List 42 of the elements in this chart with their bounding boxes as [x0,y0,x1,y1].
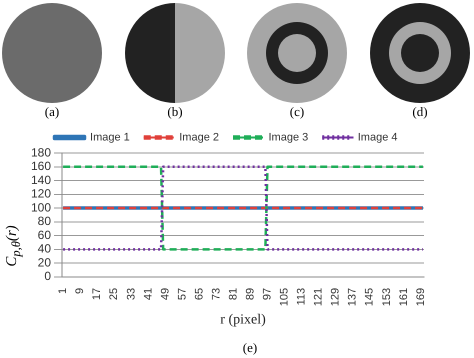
text: (a) [44,104,60,120]
y-tick-label: 160 [30,159,52,174]
x-tick-label: 113 [296,288,308,306]
legend-label: Image 1 [90,132,130,144]
text: (b) [167,104,183,120]
x-tick-label: 41 [142,288,154,300]
x-tick-label: 33 [125,288,138,300]
x-tick-label: 129 [330,288,342,306]
text: (c) [290,104,304,120]
x-tick-label: 73 [210,288,222,300]
y-tick-label: 20 [38,255,52,270]
x-tick-label: 97 [262,288,274,300]
y-tick-label: 140 [30,172,52,187]
x-tick-label: 17 [91,288,104,300]
x-tick-label: 81 [227,288,240,300]
legend-label: Image 4 [358,132,398,144]
x-axis-title: r (pixel) [220,312,266,328]
x-tick-label: 137 [346,288,359,306]
x-tick-label: 169 [414,288,427,306]
x-tick-label: 25 [108,288,120,300]
x-tick-label: 9 [74,288,86,294]
y-tick-label: 100 [30,200,52,214]
x-tick-label: 1 [57,288,70,294]
legend-label: Image 2 [179,132,220,144]
x-tick-label: 161 [398,288,410,306]
y-tick-label: 60 [38,228,52,242]
x-tick-label: 89 [244,288,256,300]
x-tick-label: 153 [380,288,393,306]
legend-label: Image 3 [268,132,308,144]
text: (e) [242,340,258,356]
x-tick-label: 121 [312,288,325,306]
text: (d) [412,104,428,120]
y-tick-label: 180 [30,145,52,160]
x-tick-label: 57 [176,288,188,300]
y-tick-label: 120 [30,186,52,201]
x-tick-label: 65 [193,288,206,300]
x-tick-label: 49 [159,288,172,300]
y-tick-label: 0 [44,269,52,284]
x-tick-label: 145 [364,288,376,306]
y-tick-label: 80 [38,214,52,228]
x-tick-label: 105 [278,288,291,306]
y-tick-label: 40 [38,242,52,256]
